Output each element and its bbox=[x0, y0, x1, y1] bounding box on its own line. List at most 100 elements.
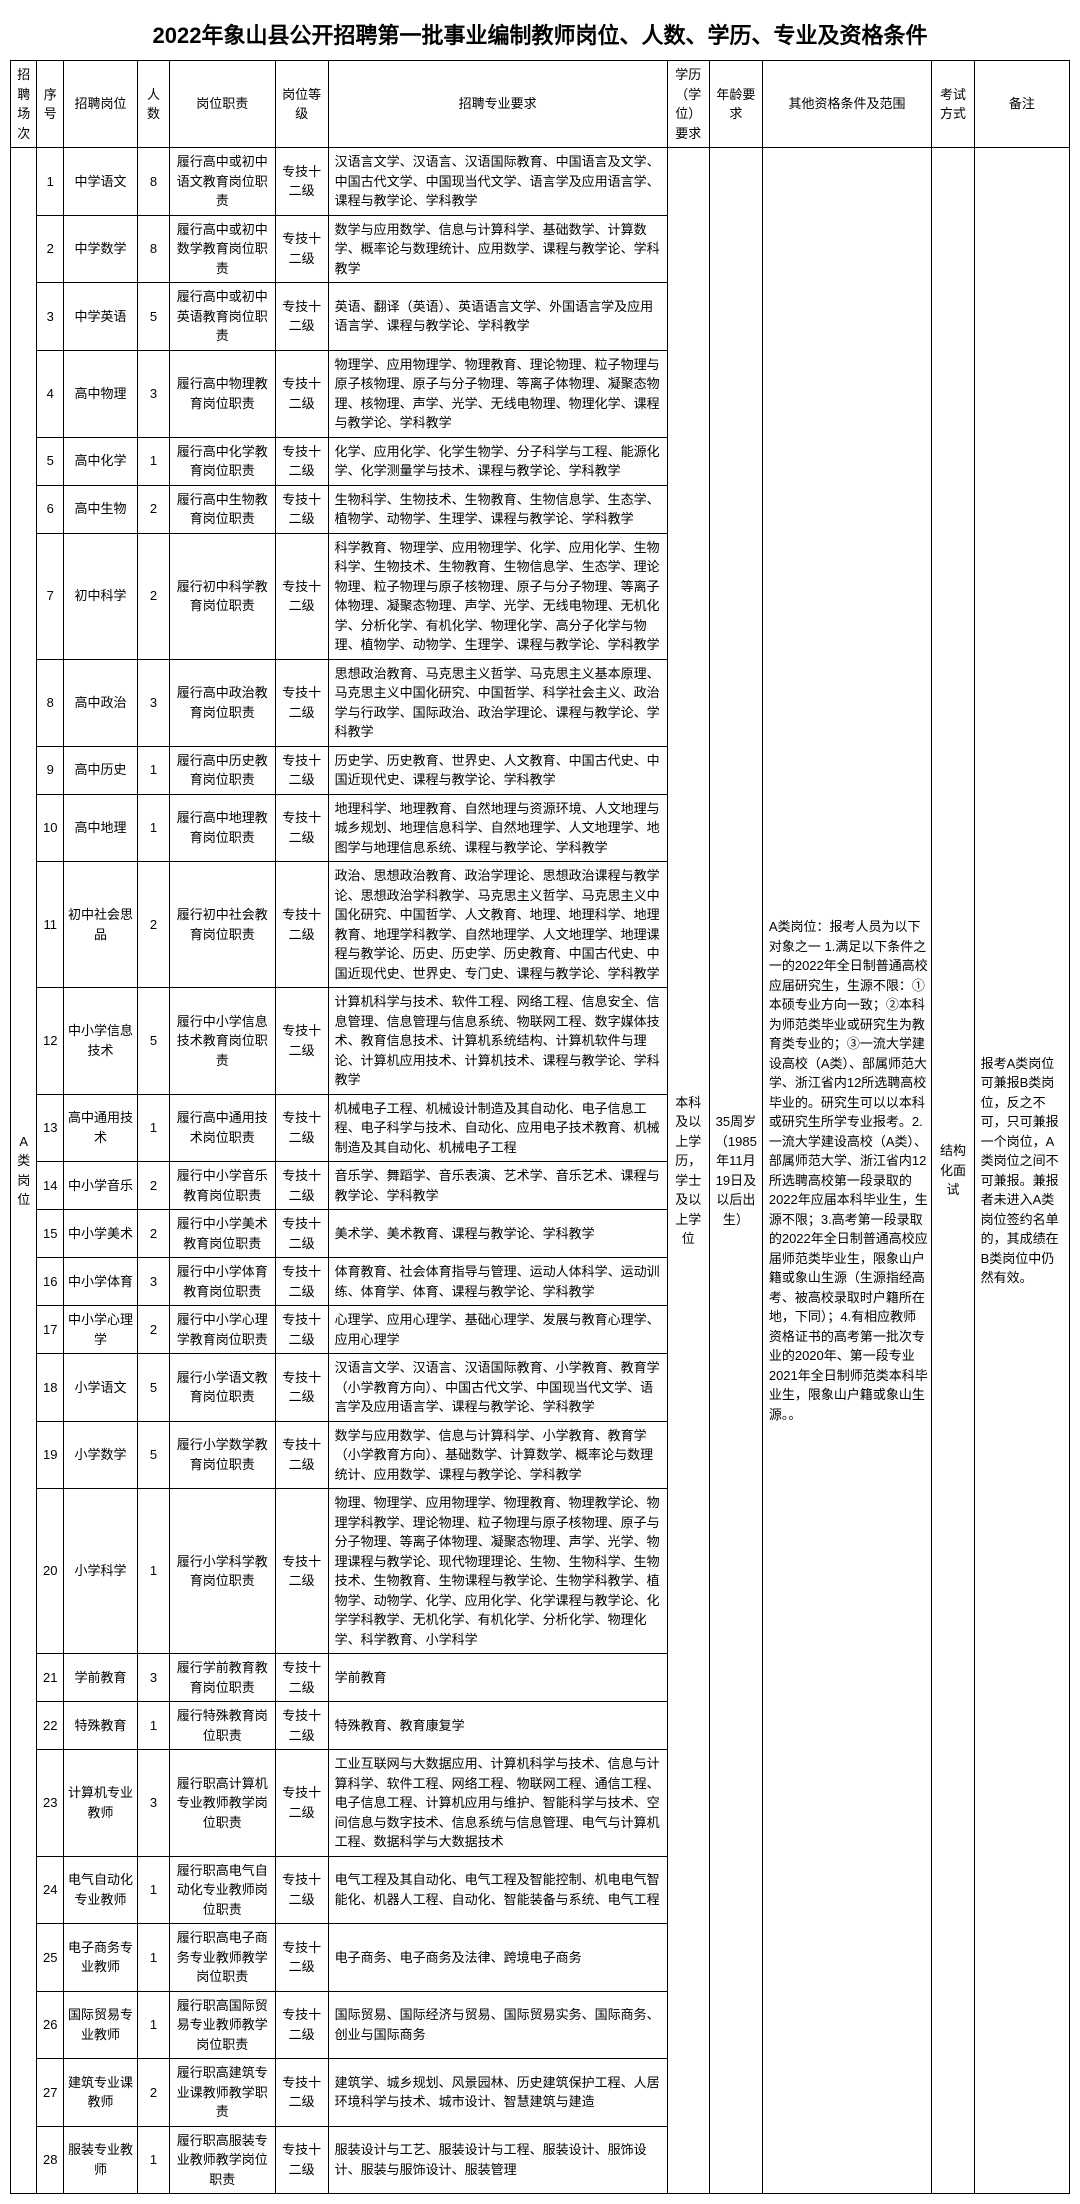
num-cell: 1 bbox=[138, 1094, 170, 1162]
h-position: 招聘岗位 bbox=[63, 61, 137, 148]
level-cell: 专技十二级 bbox=[275, 1654, 328, 1702]
major-cell: 电子商务、电子商务及法律、跨境电子商务 bbox=[328, 1924, 667, 1992]
seq-cell: 4 bbox=[37, 350, 63, 437]
position-cell: 初中科学 bbox=[63, 533, 137, 659]
major-cell: 英语、翻译（英语）、英语语言文学、外国语言学及应用语言学、课程与教学论、学科教学 bbox=[328, 283, 667, 351]
h-exam: 考试方式 bbox=[932, 61, 974, 148]
num-cell: 1 bbox=[138, 2126, 170, 2194]
seq-cell: 14 bbox=[37, 1162, 63, 1210]
num-cell: 1 bbox=[138, 1489, 170, 1654]
num-cell: 5 bbox=[138, 283, 170, 351]
num-cell: 5 bbox=[138, 1354, 170, 1422]
seq-cell: 3 bbox=[37, 283, 63, 351]
level-cell: 专技十二级 bbox=[275, 1354, 328, 1422]
duty-cell: 履行高中地理教育岗位职责 bbox=[169, 794, 275, 862]
edu-cell: 本科及以上学历，学士及以上学位 bbox=[667, 148, 709, 2194]
level-cell: 专技十二级 bbox=[275, 1750, 328, 1857]
h-age: 年龄要求 bbox=[709, 61, 762, 148]
num-cell: 2 bbox=[138, 1306, 170, 1354]
seq-cell: 18 bbox=[37, 1354, 63, 1422]
h-major: 招聘专业要求 bbox=[328, 61, 667, 148]
position-cell: 特殊教育 bbox=[63, 1702, 137, 1750]
num-cell: 3 bbox=[138, 350, 170, 437]
seq-cell: 1 bbox=[37, 148, 63, 216]
position-cell: 小学数学 bbox=[63, 1421, 137, 1489]
duty-cell: 履行学前教育教育岗位职责 bbox=[169, 1654, 275, 1702]
num-cell: 3 bbox=[138, 1750, 170, 1857]
seq-cell: 7 bbox=[37, 533, 63, 659]
major-cell: 地理科学、地理教育、自然地理与资源环境、人文地理与城乡规划、地理信息科学、自然地… bbox=[328, 794, 667, 862]
duty-cell: 履行职高电气自动化专业教师岗位职责 bbox=[169, 1856, 275, 1924]
major-cell: 音乐学、舞蹈学、音乐表演、艺术学、音乐艺术、课程与教学论、学科教学 bbox=[328, 1162, 667, 1210]
level-cell: 专技十二级 bbox=[275, 1702, 328, 1750]
level-cell: 专技十二级 bbox=[275, 350, 328, 437]
position-cell: 电子商务专业教师 bbox=[63, 1924, 137, 1992]
level-cell: 专技十二级 bbox=[275, 2126, 328, 2194]
num-cell: 2 bbox=[138, 485, 170, 533]
position-cell: 高中地理 bbox=[63, 794, 137, 862]
remark-cell: 报考A类岗位可兼报B类岗位，反之不可，只可兼报一个岗位，A类岗位之间不可兼报。兼… bbox=[974, 148, 1069, 2194]
duty-cell: 履行小学数学教育岗位职责 bbox=[169, 1421, 275, 1489]
num-cell: 1 bbox=[138, 437, 170, 485]
seq-cell: 22 bbox=[37, 1702, 63, 1750]
level-cell: 专技十二级 bbox=[275, 659, 328, 746]
position-cell: 中学英语 bbox=[63, 283, 137, 351]
seq-cell: 24 bbox=[37, 1856, 63, 1924]
level-cell: 专技十二级 bbox=[275, 988, 328, 1095]
level-cell: 专技十二级 bbox=[275, 1489, 328, 1654]
position-cell: 高中政治 bbox=[63, 659, 137, 746]
level-cell: 专技十二级 bbox=[275, 215, 328, 283]
position-cell: 计算机专业教师 bbox=[63, 1750, 137, 1857]
num-cell: 3 bbox=[138, 659, 170, 746]
seq-cell: 8 bbox=[37, 659, 63, 746]
major-cell: 物理学、应用物理学、物理教育、理论物理、粒子物理与原子核物理、原子与分子物理、等… bbox=[328, 350, 667, 437]
major-cell: 建筑学、城乡规划、风景园林、历史建筑保护工程、人居环境科学与技术、城市设计、智慧… bbox=[328, 2059, 667, 2127]
seq-cell: 5 bbox=[37, 437, 63, 485]
num-cell: 1 bbox=[138, 1924, 170, 1992]
position-cell: 中小学体育 bbox=[63, 1258, 137, 1306]
seq-cell: 2 bbox=[37, 215, 63, 283]
major-cell: 电气工程及其自动化、电气工程及智能控制、机电电气智能化、机器人工程、自动化、智能… bbox=[328, 1856, 667, 1924]
major-cell: 国际贸易、国际经济与贸易、国际贸易实务、国际商务、创业与国际商务 bbox=[328, 1991, 667, 2059]
major-cell: 心理学、应用心理学、基础心理学、发展与教育心理学、应用心理学 bbox=[328, 1306, 667, 1354]
num-cell: 1 bbox=[138, 746, 170, 794]
seq-cell: 16 bbox=[37, 1258, 63, 1306]
h-level: 岗位等级 bbox=[275, 61, 328, 148]
level-cell: 专技十二级 bbox=[275, 862, 328, 988]
duty-cell: 履行特殊教育岗位职责 bbox=[169, 1702, 275, 1750]
major-cell: 特殊教育、教育康复学 bbox=[328, 1702, 667, 1750]
seq-cell: 25 bbox=[37, 1924, 63, 1992]
position-cell: 电气自动化专业教师 bbox=[63, 1856, 137, 1924]
header-row: 招聘场次 序号 招聘岗位 人数 岗位职责 岗位等级 招聘专业要求 学历（学位）要… bbox=[11, 61, 1070, 148]
position-cell: 高中物理 bbox=[63, 350, 137, 437]
position-cell: 高中通用技术 bbox=[63, 1094, 137, 1162]
major-cell: 美术学、美术教育、课程与教学论、学科教学 bbox=[328, 1210, 667, 1258]
level-cell: 专技十二级 bbox=[275, 1162, 328, 1210]
duty-cell: 履行小学语文教育岗位职责 bbox=[169, 1354, 275, 1422]
major-cell: 汉语言文学、汉语言、汉语国际教育、小学教育、教育学（小学教育方向）、中国古代文学… bbox=[328, 1354, 667, 1422]
seq-cell: 21 bbox=[37, 1654, 63, 1702]
position-cell: 服装专业教师 bbox=[63, 2126, 137, 2194]
duty-cell: 履行高中生物教育岗位职责 bbox=[169, 485, 275, 533]
level-cell: 专技十二级 bbox=[275, 1924, 328, 1992]
major-cell: 物理、物理学、应用物理学、物理教育、物理教学论、物理学科教学、理论物理、粒子物理… bbox=[328, 1489, 667, 1654]
position-cell: 高中生物 bbox=[63, 485, 137, 533]
position-cell: 中小学音乐 bbox=[63, 1162, 137, 1210]
duty-cell: 履行高中化学教育岗位职责 bbox=[169, 437, 275, 485]
h-seq: 序号 bbox=[37, 61, 63, 148]
num-cell: 2 bbox=[138, 533, 170, 659]
major-cell: 政治、思想政治教育、政治学理论、思想政治课程与教学论、思想政治学科教学、马克思主… bbox=[328, 862, 667, 988]
duty-cell: 履行初中科学教育岗位职责 bbox=[169, 533, 275, 659]
duty-cell: 履行中小学心理学教育岗位职责 bbox=[169, 1306, 275, 1354]
h-remark: 备注 bbox=[974, 61, 1069, 148]
num-cell: 5 bbox=[138, 1421, 170, 1489]
level-cell: 专技十二级 bbox=[275, 148, 328, 216]
position-cell: 小学语文 bbox=[63, 1354, 137, 1422]
num-cell: 8 bbox=[138, 215, 170, 283]
major-cell: 数学与应用数学、信息与计算科学、小学教育、教育学（小学教育方向）、基础数学、计算… bbox=[328, 1421, 667, 1489]
position-cell: 高中化学 bbox=[63, 437, 137, 485]
duty-cell: 履行职高电子商务专业教师教学岗位职责 bbox=[169, 1924, 275, 1992]
category-cell: A类岗位 bbox=[11, 148, 37, 2194]
major-cell: 服装设计与工艺、服装设计与工程、服装设计、服饰设计、服装与服饰设计、服装管理 bbox=[328, 2126, 667, 2194]
seq-cell: 11 bbox=[37, 862, 63, 988]
